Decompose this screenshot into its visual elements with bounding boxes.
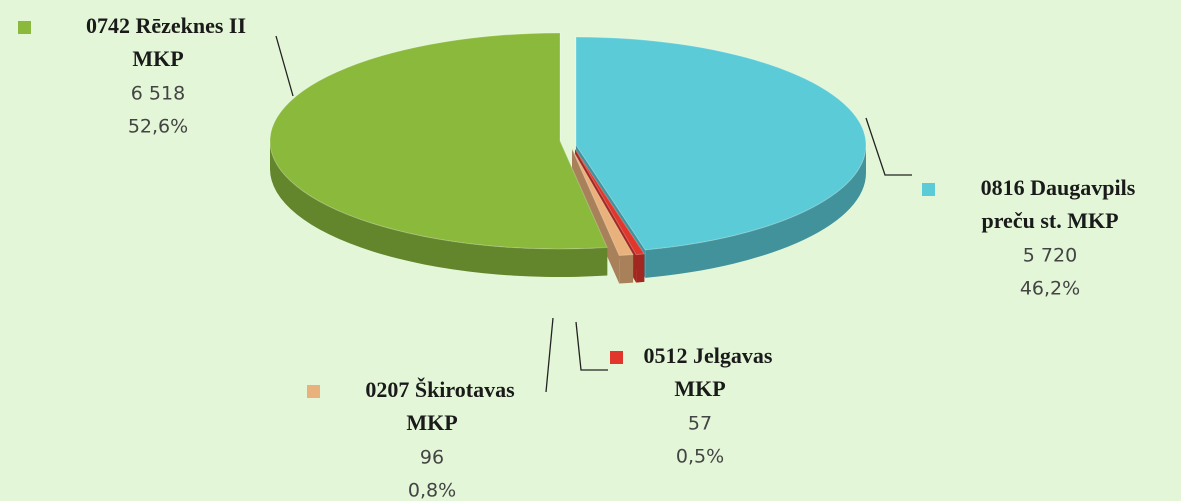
labels: 0816 Daugavpils preču st. MKP 5 720 46,2% 05… [18, 13, 1136, 501]
slice [574, 148, 646, 256]
slice [269, 32, 608, 250]
slice-label: MKP [406, 410, 457, 435]
percentage-label: 52,6% [128, 116, 188, 138]
label-swatch [307, 385, 320, 398]
label-swatch [922, 183, 935, 196]
slice-label: 0742 Rēzeknes II [86, 13, 246, 38]
value-label: 96 [420, 447, 444, 469]
leader-line [545, 317, 554, 393]
slice-label: preču st. MKP [981, 208, 1118, 233]
value-label: 57 [688, 413, 712, 435]
slice-label: 0512 Jelgavas [644, 343, 773, 368]
pie-tops [269, 32, 867, 257]
value-label: 6 518 [131, 83, 185, 105]
slice-wall [270, 141, 608, 277]
leader-line [865, 117, 912, 176]
slice-label: MKP [132, 46, 183, 71]
slice-label: 0207 Škirotavas [365, 377, 515, 402]
leader-line [575, 321, 608, 371]
leader-line [275, 35, 294, 97]
label-swatch [610, 351, 623, 364]
slice-label: MKP [674, 376, 725, 401]
slice-wall [636, 253, 645, 283]
slice-face [572, 149, 620, 284]
percentage-label: 46,2% [1020, 278, 1080, 300]
slice-wall [645, 145, 866, 278]
slice-wall [619, 254, 634, 284]
label-swatch [18, 21, 31, 34]
percentage-label: 0,5% [676, 446, 724, 468]
slice [571, 148, 634, 257]
slice [575, 36, 867, 251]
percentage-label: 0,8% [408, 480, 456, 501]
value-label: 5 720 [1023, 245, 1077, 267]
slice-label: 0816 Daugavpils [981, 175, 1136, 200]
